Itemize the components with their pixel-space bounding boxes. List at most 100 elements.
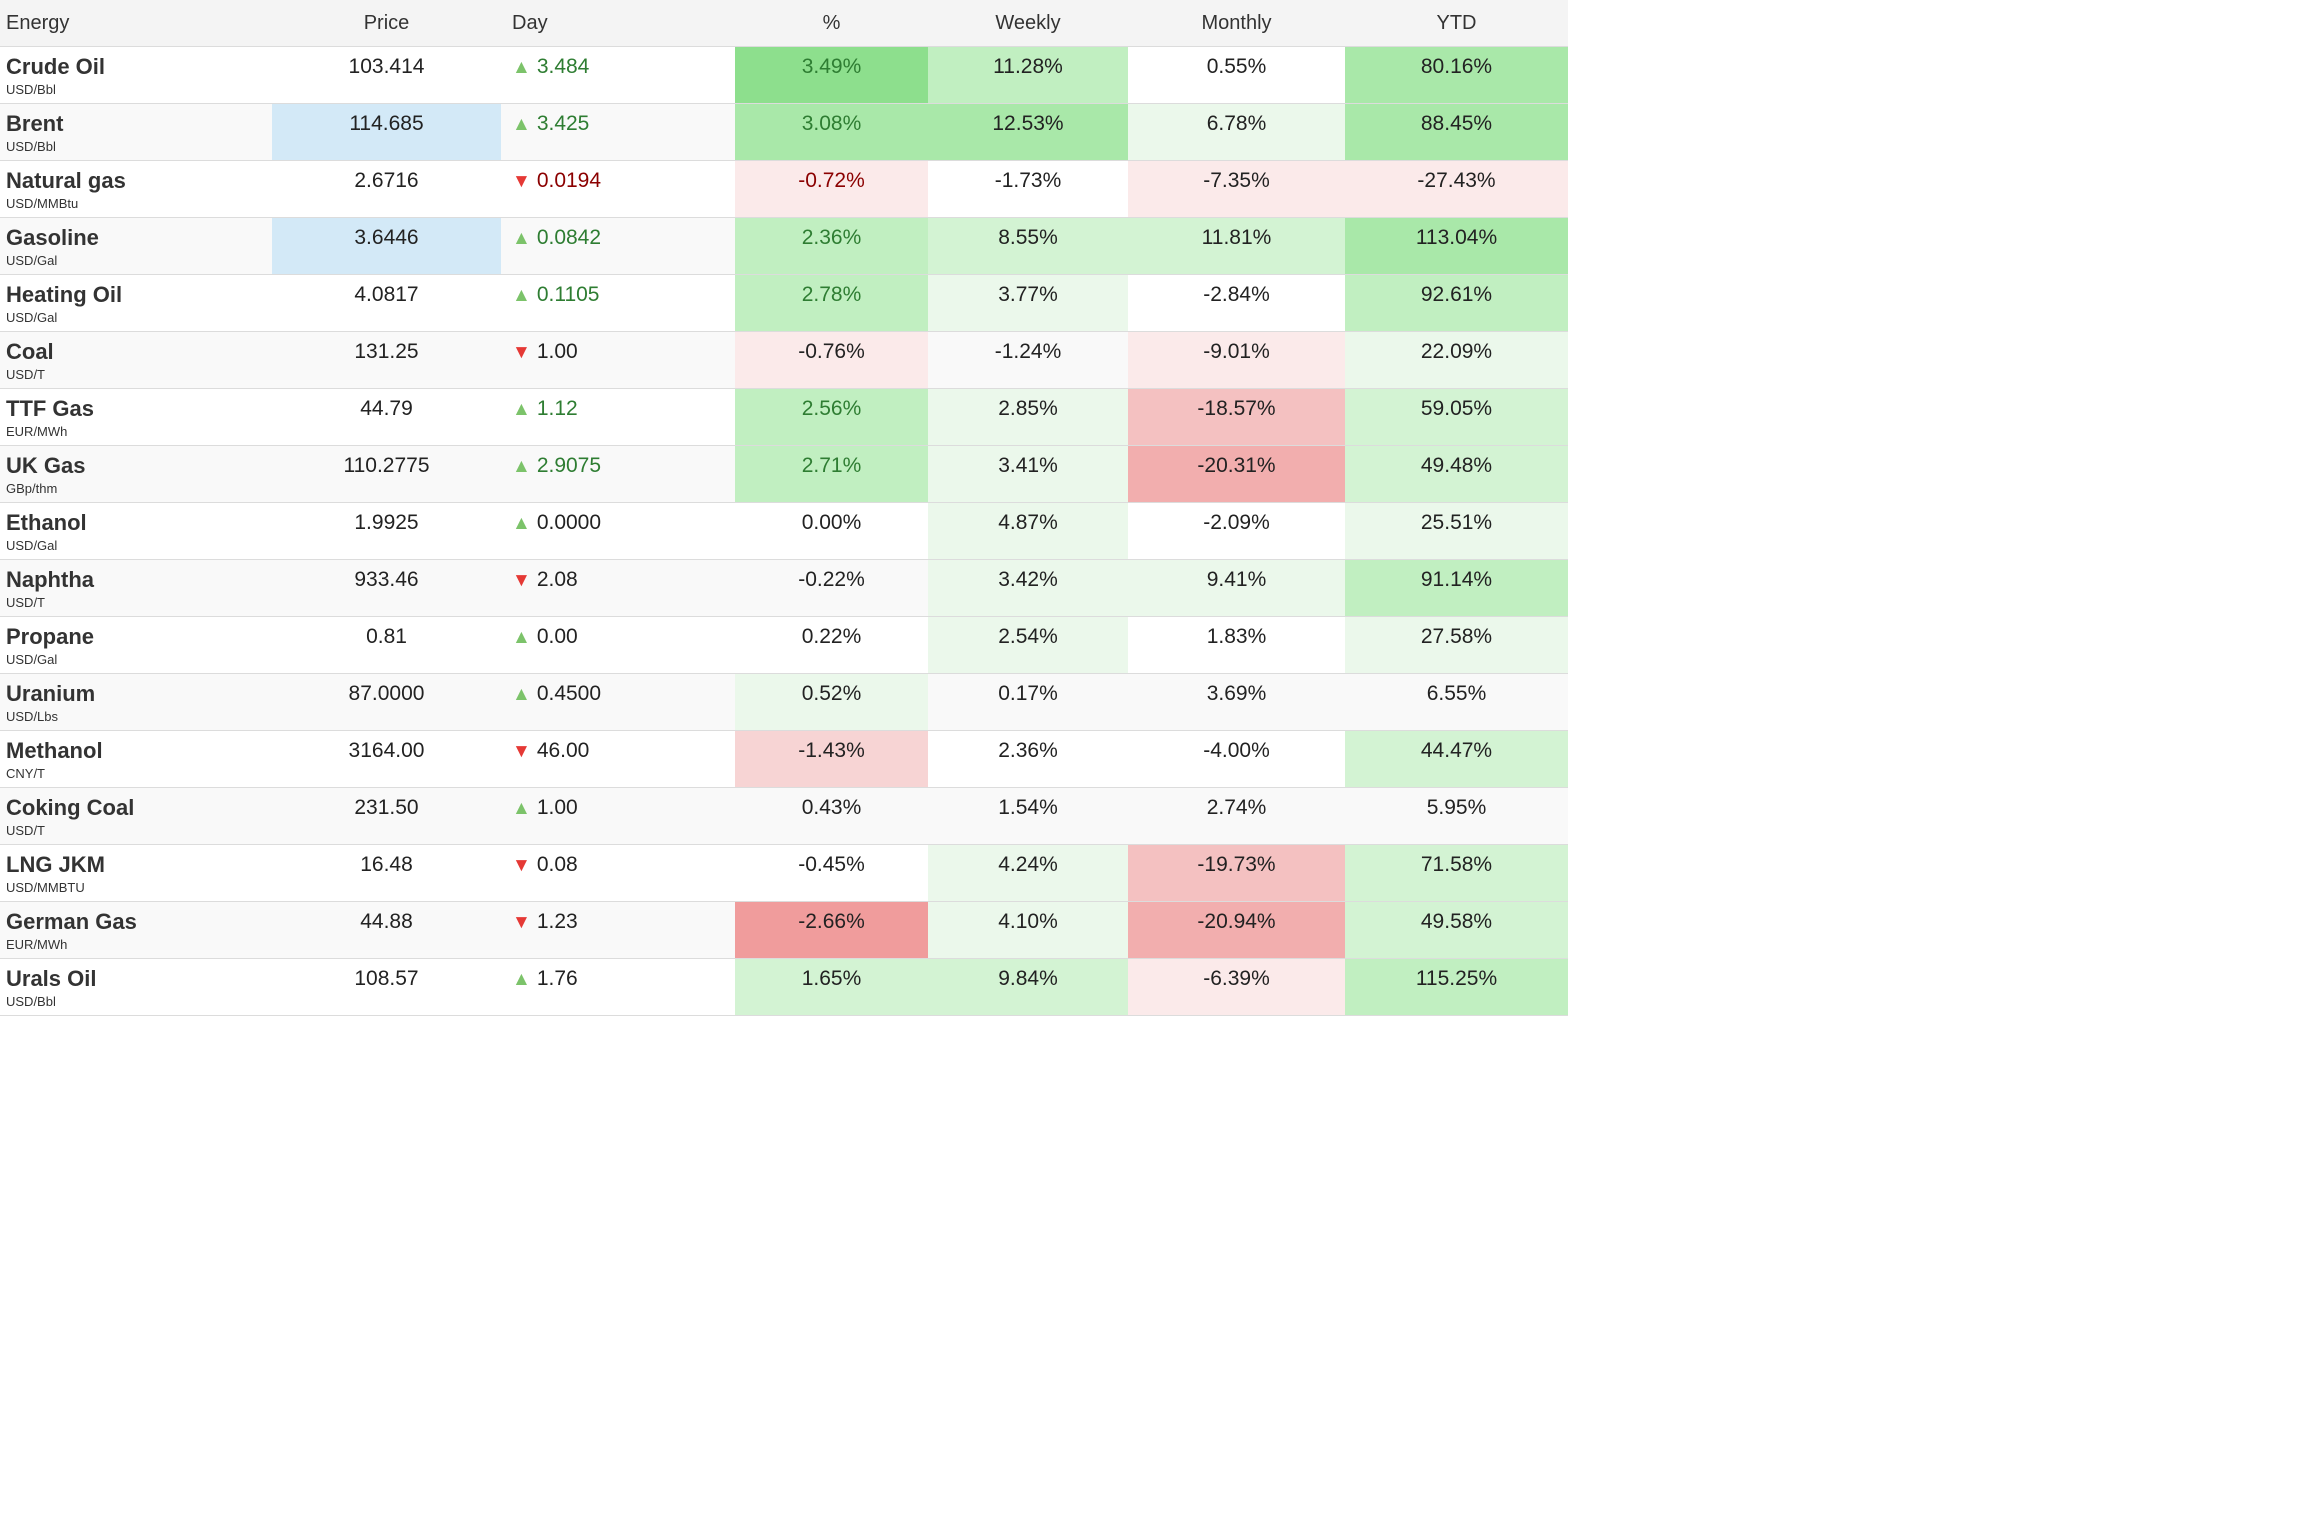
commodity-cell[interactable]: Naphtha USD/T (0, 559, 272, 617)
table-row[interactable]: Uranium USD/Lbs 87.0000 ▲ 0.4500 0.52% 0.… (0, 673, 1568, 731)
header-price[interactable]: Price (272, 0, 501, 47)
commodity-cell[interactable]: Methanol CNY/T (0, 730, 272, 788)
weekly-cell: 11.28% (928, 46, 1128, 104)
commodity-cell[interactable]: TTF Gas EUR/MWh (0, 388, 272, 446)
weekly-cell: 12.53% (928, 103, 1128, 161)
ytd-value: 92.61% (1420, 283, 1493, 306)
table-row[interactable]: Propane USD/Gal 0.81 ▲ 0.00 0.22% 2.54% 1… (0, 616, 1568, 674)
day-change-cell: ▲ 3.425 (501, 103, 735, 161)
percent-value: -1.43% (798, 739, 865, 762)
commodity-cell[interactable]: Brent USD/Bbl (0, 103, 272, 161)
commodity-cell[interactable]: German Gas EUR/MWh (0, 901, 272, 959)
table-row[interactable]: Urals Oil USD/Bbl 108.57 ▲ 1.76 1.65% 9.8… (0, 958, 1568, 1016)
commodity-cell[interactable]: UK Gas GBp/thm (0, 445, 272, 503)
day-change-value: 1.00 (536, 796, 578, 819)
commodity-name[interactable]: Methanol (6, 738, 103, 763)
commodity-name[interactable]: Urals Oil (6, 966, 97, 991)
commodity-unit: USD/Gal (6, 652, 58, 667)
percent-value: 2.71% (801, 454, 862, 477)
commodity-cell[interactable]: Ethanol USD/Gal (0, 502, 272, 560)
table-row[interactable]: Coal USD/T 131.25 ▼ 1.00 -0.76% -1.24% -9… (0, 331, 1568, 389)
ytd-cell: 25.51% (1345, 502, 1568, 560)
day-change-cell: ▼ 0.08 (501, 844, 735, 902)
monthly-value: 0.55% (1206, 55, 1267, 78)
commodity-name[interactable]: Crude Oil (6, 54, 106, 79)
monthly-value: -2.09% (1203, 511, 1270, 534)
day-change-cell: ▼ 46.00 (501, 730, 735, 788)
day-change-value: 0.0194 (536, 169, 602, 192)
commodity-name[interactable]: Uranium (6, 681, 96, 706)
monthly-cell: -20.94% (1128, 901, 1345, 959)
table-row[interactable]: LNG JKM USD/MMBTU 16.48 ▼ 0.08 -0.45% 4.2… (0, 844, 1568, 902)
day-change-value: 0.00 (536, 625, 578, 648)
commodity-name[interactable]: Propane (6, 624, 95, 649)
monthly-cell: -20.31% (1128, 445, 1345, 503)
commodity-name[interactable]: German Gas (6, 909, 137, 934)
commodity-unit: USD/T (6, 367, 45, 382)
day-change-value: 2.08 (536, 568, 578, 591)
triangle-up-icon: ▲ (512, 285, 531, 306)
commodity-cell[interactable]: Propane USD/Gal (0, 616, 272, 674)
commodity-cell[interactable]: LNG JKM USD/MMBTU (0, 844, 272, 902)
commodity-name[interactable]: UK Gas (6, 453, 86, 478)
commodity-unit: USD/T (6, 595, 45, 610)
header-day[interactable]: Day (501, 0, 735, 47)
commodity-name[interactable]: Naphtha (6, 567, 94, 592)
ytd-value: 22.09% (1420, 340, 1493, 363)
table-row[interactable]: Gasoline USD/Gal 3.6446 ▲ 0.0842 2.36% 8.… (0, 217, 1568, 275)
commodity-cell[interactable]: Coking Coal USD/T (0, 787, 272, 845)
percent-value: 1.65% (801, 967, 862, 990)
triangle-down-icon: ▼ (512, 855, 531, 876)
commodity-name[interactable]: TTF Gas (6, 396, 95, 421)
commodity-name[interactable]: Gasoline (6, 225, 99, 250)
table-row[interactable]: UK Gas GBp/thm 110.2775 ▲ 2.9075 2.71% 3.… (0, 445, 1568, 503)
percent-value: 0.22% (801, 625, 862, 648)
commodity-name[interactable]: Ethanol (6, 510, 87, 535)
commodity-name[interactable]: Coal (6, 339, 54, 364)
commodity-unit: USD/T (6, 823, 45, 838)
commodity-name[interactable]: Brent (6, 111, 64, 136)
table-row[interactable]: Heating Oil USD/Gal 4.0817 ▲ 0.1105 2.78%… (0, 274, 1568, 332)
table-row[interactable]: Coking Coal USD/T 231.50 ▲ 1.00 0.43% 1.5… (0, 787, 1568, 845)
commodity-cell[interactable]: Heating Oil USD/Gal (0, 274, 272, 332)
percent-cell: 0.43% (735, 787, 928, 845)
weekly-value: 12.53% (992, 112, 1064, 135)
table-row[interactable]: German Gas EUR/MWh 44.88 ▼ 1.23 -2.66% 4.… (0, 901, 1568, 959)
percent-value: -2.66% (798, 910, 865, 933)
commodity-name[interactable]: Heating Oil (6, 282, 123, 307)
percent-value: -0.45% (798, 853, 865, 876)
table-row[interactable]: Methanol CNY/T 3164.00 ▼ 46.00 -1.43% 2.3… (0, 730, 1568, 788)
commodity-cell[interactable]: Natural gas USD/MMBtu (0, 160, 272, 218)
commodity-cell[interactable]: Uranium USD/Lbs (0, 673, 272, 731)
commodity-name[interactable]: Natural gas (6, 168, 126, 193)
header-ytd[interactable]: YTD (1345, 0, 1568, 47)
header-monthly[interactable]: Monthly (1128, 0, 1345, 47)
percent-value: -0.22% (798, 568, 865, 591)
header-percent[interactable]: % (735, 0, 928, 47)
table-row[interactable]: Ethanol USD/Gal 1.9925 ▲ 0.0000 0.00% 4.8… (0, 502, 1568, 560)
commodity-cell[interactable]: Gasoline USD/Gal (0, 217, 272, 275)
table-row[interactable]: Natural gas USD/MMBtu 2.6716 ▼ 0.0194 -0.… (0, 160, 1568, 218)
ytd-value: 88.45% (1420, 112, 1493, 135)
commodity-name[interactable]: LNG JKM (6, 852, 105, 877)
header-energy[interactable]: Energy (0, 0, 272, 47)
ytd-cell: 113.04% (1345, 217, 1568, 275)
weekly-cell: -1.73% (928, 160, 1128, 218)
price-value: 44.79 (360, 397, 413, 420)
commodity-name[interactable]: Coking Coal (6, 795, 135, 820)
monthly-cell: -2.84% (1128, 274, 1345, 332)
table-row[interactable]: Naphtha USD/T 933.46 ▼ 2.08 -0.22% 3.42% … (0, 559, 1568, 617)
day-change-value: 3.484 (536, 55, 590, 78)
header-weekly[interactable]: Weekly (928, 0, 1128, 47)
table-row[interactable]: Brent USD/Bbl 114.685 ▲ 3.425 3.08% 12.53… (0, 103, 1568, 161)
triangle-up-icon: ▲ (512, 627, 531, 648)
triangle-down-icon: ▼ (512, 912, 531, 933)
commodity-cell[interactable]: Crude Oil USD/Bbl (0, 46, 272, 104)
price-cell: 231.50 (272, 787, 501, 845)
price-value: 3164.00 (348, 739, 425, 762)
commodity-cell[interactable]: Urals Oil USD/Bbl (0, 958, 272, 1016)
table-row[interactable]: Crude Oil USD/Bbl 103.414 ▲ 3.484 3.49% 1… (0, 46, 1568, 104)
table-row[interactable]: TTF Gas EUR/MWh 44.79 ▲ 1.12 2.56% 2.85% … (0, 388, 1568, 446)
day-change-cell: ▲ 0.00 (501, 616, 735, 674)
commodity-cell[interactable]: Coal USD/T (0, 331, 272, 389)
